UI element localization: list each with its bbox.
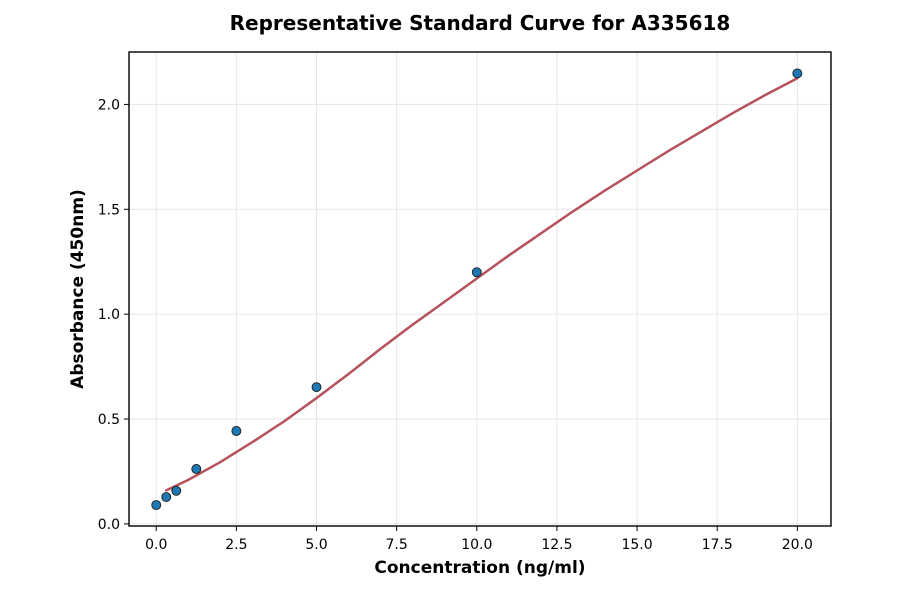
- x-tick-label: 15.0: [621, 537, 652, 553]
- y-tick-label: 1.0: [98, 307, 120, 323]
- data-point: [151, 500, 162, 510]
- fit-curve-layer: [165, 76, 799, 492]
- plot-frame: [128, 51, 832, 527]
- y-tick-label: 2.0: [98, 97, 120, 113]
- x-tick-label: 0.0: [145, 537, 167, 553]
- data-point: [161, 492, 172, 503]
- fit-curve-line: [165, 76, 799, 492]
- x-tick-label: 5.0: [305, 537, 327, 553]
- y-tick-label: 1.5: [98, 202, 120, 218]
- x-tick-label: 10.0: [461, 537, 492, 553]
- grid-lines: [129, 52, 831, 526]
- y-tick-label: 0.0: [98, 517, 120, 533]
- data-point: [311, 382, 322, 393]
- data-point: [471, 267, 482, 278]
- x-tick-label: 7.5: [386, 537, 408, 553]
- data-point: [191, 464, 202, 474]
- x-tick-label: 20.0: [782, 537, 813, 553]
- x-tick-label: 17.5: [702, 537, 733, 553]
- y-axis-ticks: 0.0 0.5 1.0 1.5 2.0: [98, 97, 129, 533]
- y-axis-label: Absorbance (450nm): [68, 189, 88, 389]
- data-point: [231, 426, 242, 436]
- chart-title: Representative Standard Curve for A33561…: [230, 11, 731, 35]
- data-points-layer: [151, 68, 803, 510]
- x-axis-ticks: 0.0 2.5 5.0 7.5 10.0 12.5 15.0 17.5 20.0: [145, 526, 813, 553]
- x-tick-label: 12.5: [541, 537, 572, 553]
- x-axis-label: Concentration (ng/ml): [374, 558, 585, 578]
- y-tick-label: 0.5: [98, 412, 120, 428]
- data-point: [792, 68, 803, 79]
- x-tick-label: 2.5: [225, 537, 247, 553]
- data-point: [171, 485, 182, 496]
